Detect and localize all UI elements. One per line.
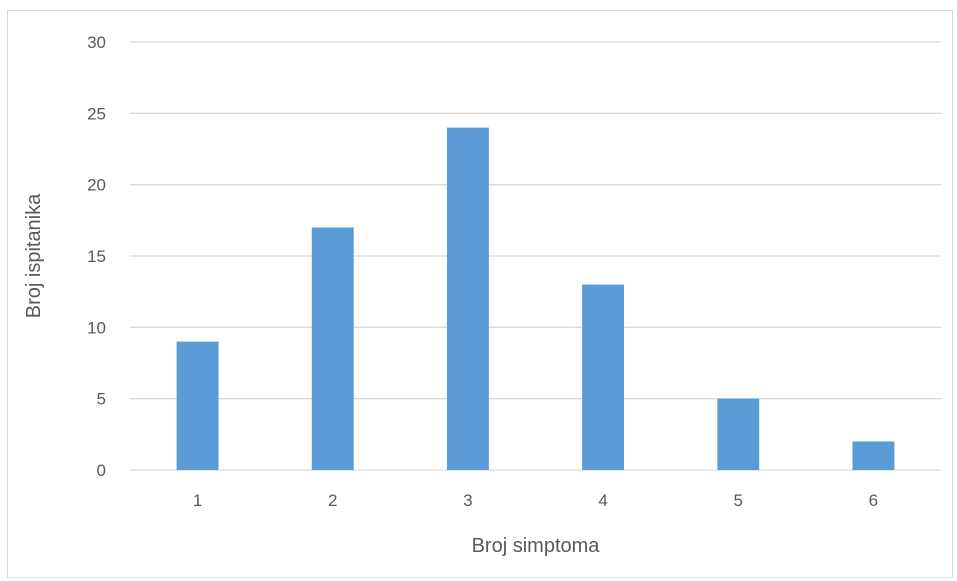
y-tick-label: 20 xyxy=(87,176,106,195)
gridlines xyxy=(130,41,941,471)
x-tick-label: 1 xyxy=(193,491,202,510)
y-tick-label: 30 xyxy=(87,33,106,52)
y-tick-label: 0 xyxy=(97,461,106,480)
bars xyxy=(176,127,895,470)
bar-5 xyxy=(717,398,760,470)
bar-1 xyxy=(176,341,219,470)
bar-3 xyxy=(446,127,489,470)
x-tick-label: 6 xyxy=(869,491,878,510)
y-tick-label: 25 xyxy=(87,104,106,123)
y-tick-label: 5 xyxy=(97,390,106,409)
y-tick-label: 10 xyxy=(87,318,106,337)
bar-6 xyxy=(852,441,895,470)
x-tick-label: 4 xyxy=(598,491,607,510)
y-axis-title: Broj ispitanika xyxy=(23,193,45,318)
bar-4 xyxy=(582,284,625,470)
x-tick-label: 3 xyxy=(463,491,472,510)
bar-2 xyxy=(311,227,354,470)
x-tick-labels: 1 2 3 4 5 6 xyxy=(193,491,878,510)
x-tick-label: 5 xyxy=(734,491,743,510)
y-tick-label: 15 xyxy=(87,247,106,266)
y-tick-labels: 0 5 10 15 20 25 30 xyxy=(87,33,106,480)
x-axis-title: Broj simptoma xyxy=(472,535,601,557)
x-tick-label: 2 xyxy=(328,491,337,510)
